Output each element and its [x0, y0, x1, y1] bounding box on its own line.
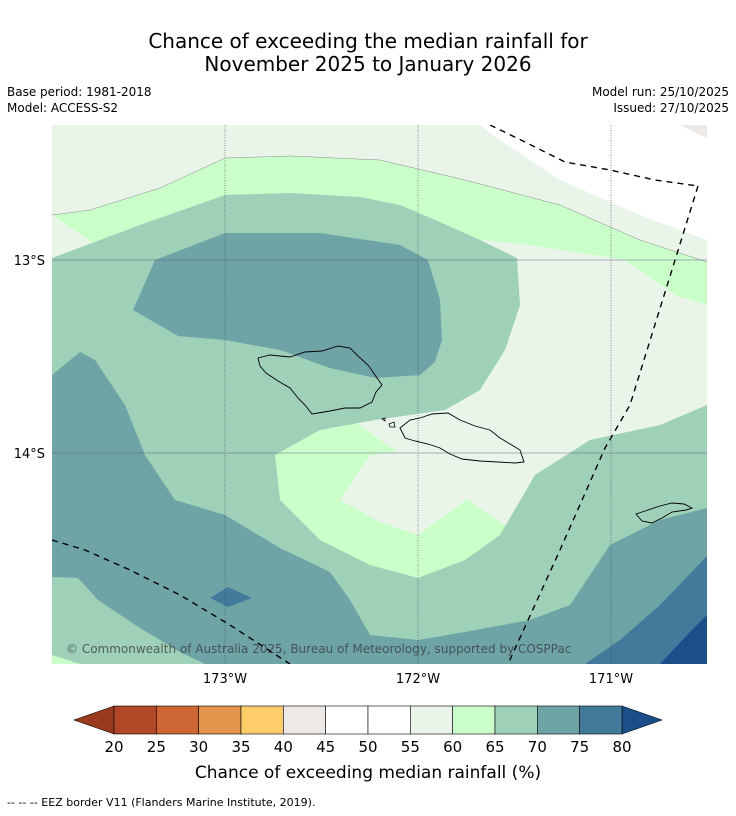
zone-45-55-northeast	[480, 125, 707, 240]
lon-label-172w: 172°W	[396, 672, 440, 687]
manono-islet	[388, 421, 396, 428]
colorbar-swatch	[367, 705, 411, 735]
colorbar-tick-label: 55	[401, 738, 420, 756]
colorbar-tick-label: 20	[104, 738, 123, 756]
model-name: Model: ACCESS-S2	[7, 101, 119, 115]
copyright-text: © Commonwealth of Australia 2025, Bureau…	[66, 642, 571, 656]
colorbar-extend-high	[621, 705, 663, 735]
zone-75-80-patch	[210, 587, 252, 607]
colorbar-tick-label: 40	[274, 738, 293, 756]
colorbar-swatch	[156, 705, 199, 735]
colorbar-swatch	[452, 705, 496, 735]
colorbar-swatch	[579, 705, 623, 735]
tutuila-island	[635, 502, 694, 524]
colorbar-swatch	[283, 705, 326, 735]
colorbar-extend-low	[73, 705, 115, 735]
lat-label-13s: 13°S	[14, 254, 45, 269]
zone-80-corner	[660, 615, 707, 664]
lat-label-14s: 14°S	[14, 447, 45, 462]
colorbar-swatch	[198, 705, 242, 735]
savaii-island	[257, 345, 383, 415]
meta-left: Base period: 1981-2018 Model: ACCESS-S2	[7, 84, 152, 116]
map-title: Chance of exceeding the median rainfall …	[0, 30, 736, 76]
colorbar-swatch	[113, 705, 157, 735]
colorbar-tick-label: 65	[485, 738, 504, 756]
model-run: Model run: 25/10/2025	[591, 85, 729, 99]
colorbar-tick-label: 50	[358, 738, 377, 756]
title-line-1: Chance of exceeding the median rainfall …	[148, 29, 588, 53]
zone-65-70-southwest	[52, 577, 205, 664]
colorbar-tick-label: 30	[189, 738, 208, 756]
colorbar-swatch	[537, 705, 580, 735]
apolima-islet	[381, 417, 386, 422]
zone-70-75-west	[52, 352, 707, 664]
lon-label-173w: 173°W	[203, 672, 247, 687]
lon-label-171w: 171°W	[589, 672, 633, 687]
colorbar-swatch	[494, 705, 538, 735]
colorbar-tick-label: 60	[443, 738, 462, 756]
zone-60-65-corner	[52, 655, 80, 664]
colorbar-tick-label: 35	[231, 738, 250, 756]
meta-right: Model run: 25/10/2025 Issued: 27/10/2025	[592, 84, 729, 116]
colorbar-label: Chance of exceeding median rainfall (%)	[195, 763, 541, 783]
colorbar-tick-label: 80	[612, 738, 631, 756]
upolu-island	[399, 412, 525, 464]
map-area: © Commonwealth of Australia 2025, Bureau…	[52, 125, 707, 664]
zone-40-45-corner	[680, 125, 707, 138]
zone-70-75-north	[133, 233, 442, 378]
zone-55-60-island	[340, 450, 466, 535]
graticule	[52, 125, 707, 664]
issued-date: Issued: 27/10/2025	[613, 101, 729, 115]
base-period: Base period: 1981-2018	[7, 85, 152, 99]
eez-footnote: -- -- -- EEZ border V11 (Flanders Marine…	[7, 796, 316, 809]
zone-75-80-southeast	[585, 556, 707, 664]
eez-border	[52, 125, 699, 664]
colorbar-tick-label: 25	[147, 738, 166, 756]
colorbar-tick-label: 45	[316, 738, 335, 756]
colorbar-tick-label: 70	[528, 738, 547, 756]
colorbar: 20 25 30 35 40 45 50 55 60 65 70 75 80	[73, 705, 663, 756]
colorbar-swatch	[325, 705, 369, 735]
colorbar-swatch	[240, 705, 284, 735]
colorbar-swatch	[410, 705, 453, 735]
colorbar-tick-label: 75	[570, 738, 589, 756]
title-line-2: November 2025 to January 2026	[204, 52, 532, 76]
